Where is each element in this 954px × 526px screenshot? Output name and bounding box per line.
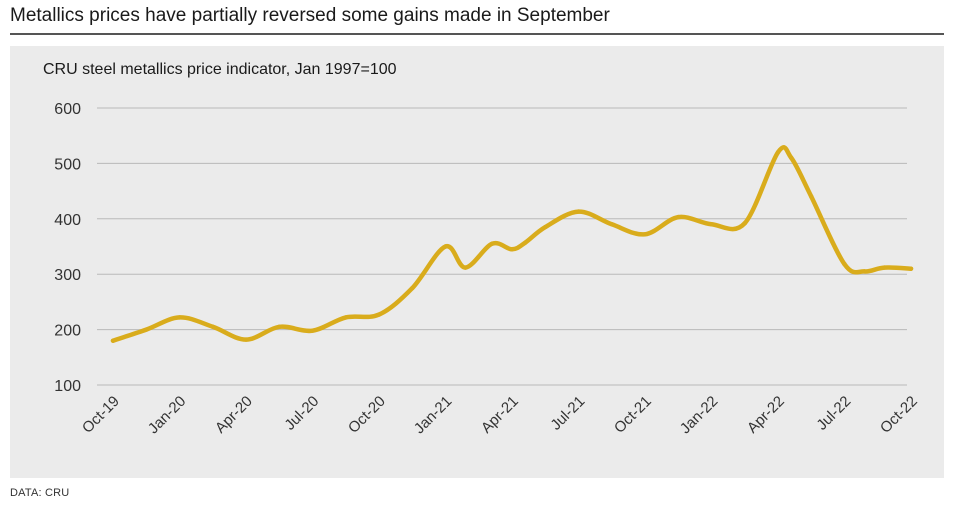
data-point (110, 338, 116, 343)
x-tick-label: Oct-20 (345, 393, 389, 437)
data-point (809, 194, 814, 199)
data-point (742, 221, 747, 226)
data-point (609, 222, 614, 227)
x-tick-label: Jan-21 (411, 393, 455, 437)
y-tick-label: 100 (54, 378, 81, 395)
data-point (310, 328, 315, 333)
data-point (543, 224, 548, 230)
x-tick-label: Jul-22 (813, 393, 854, 434)
y-tick-label: 500 (54, 156, 81, 173)
x-tick-label: Jul-20 (281, 393, 322, 434)
data-point (882, 265, 887, 270)
data-point (210, 324, 215, 329)
y-tick-label: 300 (54, 267, 81, 284)
data-point (489, 241, 495, 246)
data-point (277, 324, 282, 329)
data-point (243, 337, 249, 342)
y-tick-label: 200 (54, 323, 81, 340)
x-tick-label: Jan-20 (145, 393, 189, 437)
x-tick-label: Apr-20 (212, 393, 256, 437)
y-tick-label: 600 (54, 101, 81, 118)
series-line (110, 145, 914, 343)
x-tick-label: Oct-21 (611, 393, 655, 437)
data-point (775, 150, 781, 155)
x-tick-label: Jan-22 (677, 393, 721, 437)
data-point (642, 232, 648, 237)
data-point (509, 247, 515, 252)
data-point (523, 240, 528, 245)
data-point (343, 315, 348, 320)
data-point (842, 262, 847, 267)
chart-title: CRU steel metallics price indicator, Jan… (43, 61, 397, 78)
x-tick-label: Apr-21 (478, 393, 522, 437)
chart-headline: Metallics prices have partially reversed… (10, 5, 610, 26)
data-point (463, 265, 468, 270)
x-tick-label: Jul-21 (547, 393, 588, 434)
series-layer (110, 145, 914, 343)
data-point (789, 155, 794, 161)
x-tick-label: Apr-22 (744, 393, 788, 437)
y-tick-label: 400 (54, 212, 81, 229)
x-axis-ticks: Oct-19 Jan-20 Apr-20 Jul-20 Oct-20 Jan-21 Apr-… (79, 393, 921, 437)
data-point (443, 244, 448, 249)
data-point (576, 209, 581, 214)
data-point (676, 214, 681, 220)
y-axis-ticks: 100 200 300 400 500 600 (54, 101, 81, 395)
headline-divider (10, 33, 944, 35)
data-point (410, 285, 415, 291)
x-tick-label: Oct-19 (79, 393, 123, 437)
chart-panel (10, 46, 944, 478)
data-point (144, 327, 149, 332)
data-point (376, 312, 382, 317)
data-point (709, 222, 714, 227)
data-point (177, 315, 182, 320)
data-point (908, 266, 914, 271)
x-tick-label: Oct-22 (877, 393, 921, 437)
data-point (862, 269, 867, 274)
data-source: DATA: CRU (10, 487, 70, 499)
